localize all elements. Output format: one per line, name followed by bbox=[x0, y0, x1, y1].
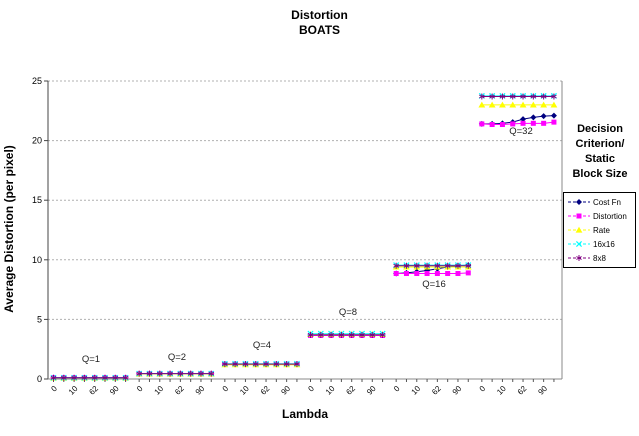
x-tick-label: 62 bbox=[430, 384, 443, 397]
cluster-label-q-4: Q=4 bbox=[253, 340, 271, 351]
x-tick-label: 90 bbox=[194, 384, 207, 397]
legend-entry-cost-fn: Cost Fn bbox=[567, 196, 635, 209]
y-tick-label: 15 bbox=[32, 195, 42, 205]
legend-entry-label: Rate bbox=[593, 225, 610, 235]
chart-title-line1: Distortion bbox=[291, 8, 348, 22]
gridlines bbox=[48, 80, 562, 320]
legend-entry-label: 16x16 bbox=[593, 239, 615, 249]
series-cost-fn bbox=[50, 112, 557, 381]
legend-entry-label: Distortion bbox=[593, 211, 627, 221]
legend-entry-distortion: Distortion bbox=[567, 210, 635, 223]
rate-marker-icon bbox=[568, 226, 590, 233]
x-tick-label: 62 bbox=[344, 384, 357, 397]
series-distortion bbox=[51, 119, 557, 381]
legend-entry-label: 8x8 bbox=[593, 253, 606, 263]
legend-entry-8x8: 8x8 bbox=[567, 252, 635, 265]
y-tick-label: 20 bbox=[32, 136, 42, 146]
y-tick-label: 25 bbox=[32, 76, 42, 86]
x-tick-label: 10 bbox=[153, 384, 166, 397]
x-tick-label: 0 bbox=[478, 384, 488, 394]
series-16x16 bbox=[50, 92, 557, 381]
x-tick-label: 10 bbox=[324, 384, 337, 397]
y-tick-label: 10 bbox=[32, 255, 42, 265]
cost-fn-marker-icon bbox=[568, 199, 590, 205]
legend-entry-rate: Rate bbox=[567, 224, 635, 237]
16x16-marker-icon bbox=[568, 240, 590, 248]
x-tick-label: 0 bbox=[49, 384, 59, 394]
chart-title-line2: BOATS bbox=[298, 23, 341, 37]
x-tick-label: 10 bbox=[410, 384, 423, 397]
axes-frame bbox=[47, 81, 563, 380]
y-axis-ticks: 0 5 10 15 20 25 bbox=[32, 76, 48, 384]
legend-entry-label: Cost Fn bbox=[593, 197, 622, 207]
x-tick-label: 62 bbox=[259, 384, 272, 397]
x-tick-label: 62 bbox=[173, 384, 186, 397]
x-tick-label: 10 bbox=[495, 384, 508, 397]
x-tick-label: 0 bbox=[135, 384, 145, 394]
x-tick-label: 90 bbox=[279, 384, 292, 397]
x-tick-label: 0 bbox=[392, 384, 402, 394]
cluster-label-q-1: Q=1 bbox=[82, 354, 100, 365]
x-tick-label: 10 bbox=[67, 384, 80, 397]
cluster-label-q-2: Q=2 bbox=[168, 352, 186, 363]
cluster-labels: Q=1 Q=2 Q=4 Q=8 Q=16 Q=32 bbox=[82, 126, 533, 365]
x-tick-label: 10 bbox=[238, 384, 251, 397]
legend-title: Decision Criterion/ Static Block Size bbox=[572, 123, 628, 180]
x-tick-label: 90 bbox=[108, 384, 121, 397]
series-8x8 bbox=[50, 93, 557, 381]
y-axis-title: Average Distortion (per pixel) bbox=[2, 145, 16, 313]
series-rate bbox=[50, 101, 558, 381]
x-tick-label: 62 bbox=[87, 384, 100, 397]
y-tick-label: 5 bbox=[37, 314, 42, 324]
8x8-marker-icon bbox=[568, 255, 590, 261]
x-tick-label: 90 bbox=[365, 384, 378, 397]
distortion-marker-icon bbox=[568, 213, 590, 219]
y-tick-label: 0 bbox=[37, 374, 42, 384]
x-tick-label: 0 bbox=[306, 384, 316, 394]
x-tick-label: 90 bbox=[536, 384, 549, 397]
cluster-label-q-16: Q=16 bbox=[422, 279, 446, 290]
x-axis-ticks: 0 10 62 90 0 10 62 90 0 10 62 90 0 10 62 90 0 10 62 90 0 10 62… bbox=[49, 379, 555, 397]
x-tick-label: 90 bbox=[451, 384, 464, 397]
x-tick-label: 0 bbox=[221, 384, 231, 394]
cluster-label-q-32: Q=32 bbox=[509, 126, 533, 137]
legend: Cost Fn Distortion Rate 16x16 8x8 bbox=[563, 192, 636, 268]
x-axis-title: Lambda bbox=[281, 407, 328, 421]
cluster-label-q-8: Q=8 bbox=[339, 307, 357, 318]
x-tick-label: 62 bbox=[516, 384, 529, 397]
chart-title: Distortion BOATS bbox=[0, 8, 639, 38]
legend-entry-16x16: 16x16 bbox=[567, 238, 635, 251]
